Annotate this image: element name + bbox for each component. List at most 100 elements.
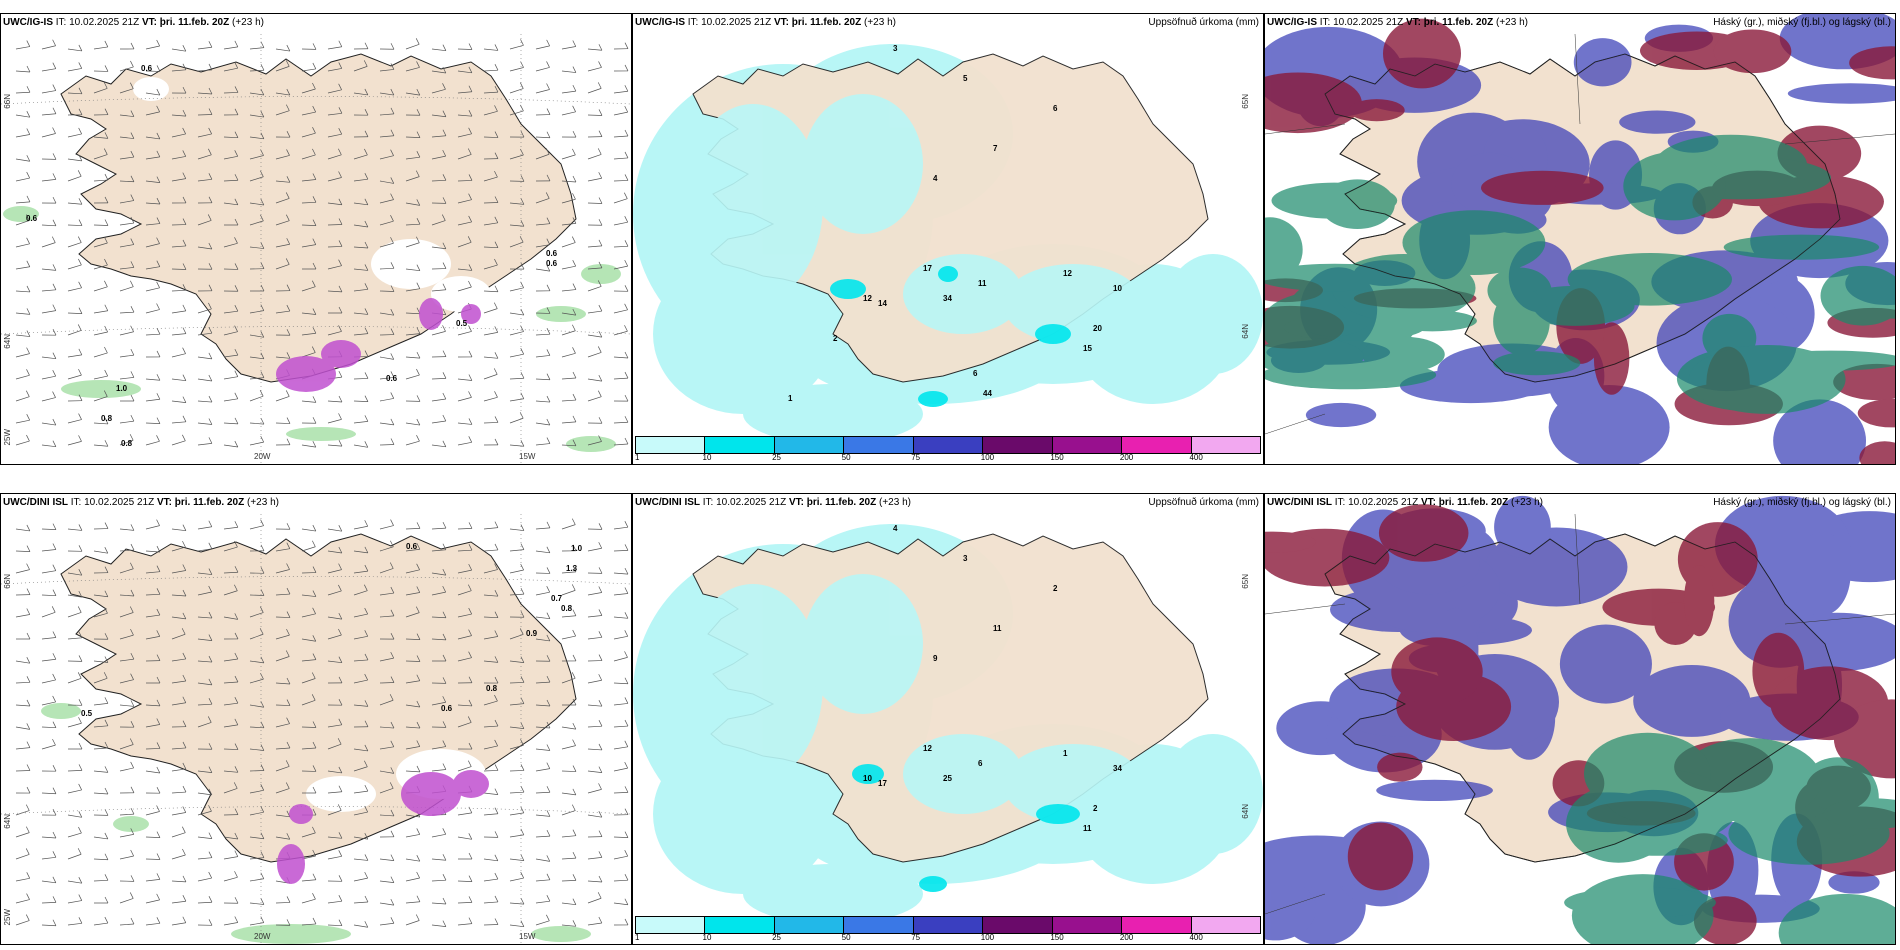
legend-ticks: 1 10 25 50 75 100 150 200 400	[635, 933, 1261, 943]
precip-value-label: 12	[863, 294, 872, 303]
iceland-land	[60, 53, 577, 383]
legend-tick-label: 200	[1119, 933, 1134, 942]
precip-value-label: 5	[963, 74, 968, 83]
contour-value-label: 0.6	[441, 704, 453, 713]
longitude-label: 20W	[254, 452, 271, 461]
cloud-map	[1265, 14, 1895, 464]
precip-map	[633, 512, 1263, 924]
legend-tick-label: 75	[911, 453, 921, 462]
precip-value-label: 2	[1093, 804, 1098, 813]
precip-value-label: 2	[833, 334, 838, 343]
panel-title: Háský (gr.), miðský (fj.bl.) og lágský (…	[1713, 497, 1891, 508]
legend-swatch	[636, 917, 706, 933]
legend-color-bar	[635, 916, 1261, 934]
wind-barbs	[15, 38, 629, 448]
graticule	[1265, 33, 1895, 435]
panel-title: Uppsöfnuð úrkoma (mm)	[1148, 497, 1259, 508]
precip-color-legend: 1 10 25 50 75 100 150 200 400	[633, 434, 1263, 464]
precip-value-label: 17	[923, 264, 932, 273]
panel-header: UWC/IG-IS IT: 10.02.2025 21Z VT: þri. 11…	[1265, 14, 1895, 32]
panel-header: UWC/DINI ISL IT: 10.02.2025 21Z VT: þri.…	[3, 497, 279, 508]
iceland-land	[60, 533, 577, 863]
contour-value-label: 0.8	[101, 414, 113, 423]
panel-title: Uppsöfnuð úrkoma (mm)	[1148, 17, 1259, 28]
precip-value-label: 3	[893, 44, 898, 53]
cloud-map	[1265, 495, 1895, 944]
latitude-label: 66N	[3, 574, 12, 589]
legend-swatch	[774, 437, 845, 453]
legend-swatch	[983, 437, 1053, 453]
precip-value-label: 11	[1083, 824, 1092, 833]
contour-value-label: 0.6	[546, 249, 558, 258]
latitude-label: 64N	[1241, 324, 1250, 339]
legend-swatch	[1191, 437, 1260, 453]
panel-wind-dini: 0.60.51.01.30.70.80.90.80.61.266N64N20W1…	[0, 493, 632, 945]
longitude-label: 15W	[519, 932, 536, 941]
contour-value-label: 0.6	[406, 542, 418, 551]
precip-over-land	[683, 574, 1143, 824]
panel-wind-ig: 0.6 0.6 0.6 0.6 0.5 0.6 1.0 0.8 0.8 66N 64N 20W 15W 2…	[0, 13, 632, 465]
legend-tick-label: 150	[1050, 453, 1064, 462]
legend-ticks: 1 10 25 50 75 100 150 200 400	[635, 453, 1261, 463]
panel-title: Háský (gr.), miðský (fj.bl.) og lágský (…	[1713, 17, 1891, 28]
legend-tick-label: 50	[841, 933, 851, 942]
low-cloud	[1564, 732, 1895, 944]
legend-tick-label: 50	[841, 453, 851, 462]
legend-swatch	[1191, 917, 1260, 933]
panel-header: UWC/IG-IS IT: 10.02.2025 21Z VT: þri. 11…	[633, 14, 1263, 32]
legend-swatch	[705, 917, 775, 933]
latitude-label: 66N	[3, 94, 12, 109]
legend-swatch	[705, 437, 775, 453]
precip-value-label: 10	[863, 774, 872, 783]
panel-precip-dini: 4 3 2 11 9 10 12 25 17 6 11 34 2 1 65N 64N 1 10 25 50 75 100 1…	[632, 493, 1264, 945]
longitude-label: 20W	[254, 932, 271, 941]
precip-value-label: 11	[978, 279, 987, 288]
contour-value-label: 0.6	[386, 374, 398, 383]
legend-tick-label: 25	[772, 933, 782, 942]
legend-tick-label: 1	[635, 453, 640, 462]
precip-value-label: 12	[1063, 269, 1072, 278]
wind-map	[1, 514, 631, 944]
legend-tick-label: 10	[702, 453, 712, 462]
contour-value-label: 1.0	[116, 384, 128, 393]
wind-barbs	[15, 518, 629, 928]
graticule	[1265, 513, 1895, 915]
legend-swatch	[1122, 917, 1192, 933]
panel-header: UWC/DINI ISL IT: 10.02.2025 21Z VT: þri.…	[1265, 494, 1895, 512]
legend-tick-label: 100	[980, 453, 995, 462]
legend-tick-label: 75	[911, 933, 921, 942]
precip-mid-area	[830, 266, 1071, 407]
legend-tick-label: 150	[1050, 933, 1064, 942]
latitude-label: 64N	[1241, 804, 1250, 819]
contour-value-label: 0.5	[456, 319, 468, 328]
precip-value-label: 6	[1053, 104, 1058, 113]
legend-swatch	[1052, 917, 1123, 933]
wind-map	[1, 34, 631, 464]
latitude-label: 65N	[1241, 94, 1250, 109]
precip-value-label: 7	[993, 144, 998, 153]
legend-swatch	[913, 917, 984, 933]
legend-tick-label: 10	[702, 933, 712, 942]
precip-value-label: 3	[963, 554, 968, 563]
legend-swatch	[844, 917, 914, 933]
precip-value-label: 4	[933, 174, 938, 183]
graticule	[1, 514, 631, 944]
precip-value-label: 11	[993, 624, 1002, 633]
precip-color-legend: 1 10 25 50 75 100 150 200 400	[633, 914, 1263, 944]
precip-over-land	[683, 94, 1143, 344]
latitude-label: 64N	[3, 814, 12, 829]
precip-mid-area	[852, 764, 1080, 892]
contour-value-label: 0.6	[26, 214, 38, 223]
precip-value-label: 34	[1113, 764, 1122, 773]
contour-value-label: 1.3	[566, 564, 578, 573]
legend-swatch	[636, 437, 706, 453]
iceland-coastline	[1324, 53, 1841, 383]
precip-value-label: 44	[983, 389, 992, 398]
legend-tick-label: 100	[980, 933, 995, 942]
precip-value-label: 1	[1063, 749, 1068, 758]
precip-value-label: 6	[978, 759, 983, 768]
legend-tick-label: 1	[635, 933, 640, 942]
longitude-label: 15W	[519, 452, 536, 461]
corner-longitude-label: 25W	[3, 429, 12, 446]
contour-value-label: 0.8	[561, 604, 573, 613]
